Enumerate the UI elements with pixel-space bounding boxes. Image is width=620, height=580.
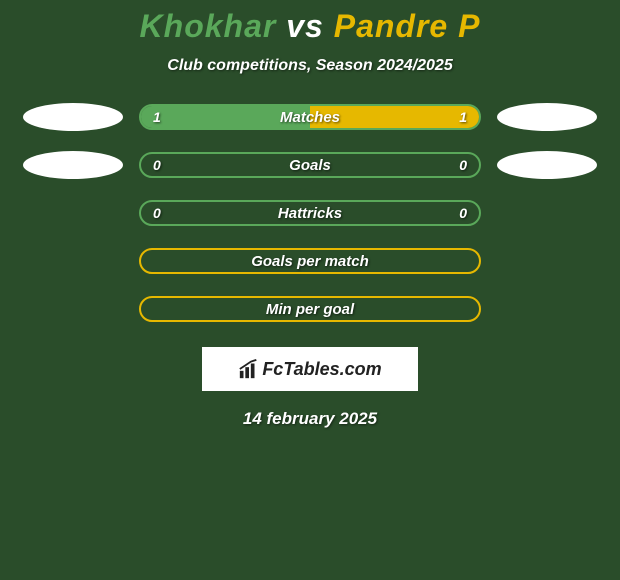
stat-value-right: 0 bbox=[459, 205, 467, 221]
player2-ellipse bbox=[497, 151, 597, 179]
stat-label: Hattricks bbox=[278, 205, 342, 222]
subtitle: Club competitions, Season 2024/2025 bbox=[167, 57, 452, 75]
player1-ellipse bbox=[23, 199, 123, 227]
stat-row: Min per goal bbox=[23, 295, 597, 323]
player2-ellipse bbox=[497, 295, 597, 323]
player2-name: Pandre P bbox=[334, 8, 481, 44]
date-text: 14 february 2025 bbox=[243, 409, 377, 429]
stat-label: Goals bbox=[289, 157, 331, 174]
player1-name: Khokhar bbox=[140, 8, 277, 44]
stat-row: Goals per match bbox=[23, 247, 597, 275]
stat-bar: Goals per match bbox=[139, 248, 481, 274]
stats-list: 1 Matches 1 0 Goals 0 0 Hattricks 0 Goals per mat… bbox=[23, 103, 597, 343]
logo-banner: FcTables.com bbox=[202, 347, 418, 391]
player1-ellipse bbox=[23, 247, 123, 275]
stat-bar: 1 Matches 1 bbox=[139, 104, 481, 130]
stat-bar: 0 Goals 0 bbox=[139, 152, 481, 178]
stat-row: 0 Hattricks 0 bbox=[23, 199, 597, 227]
stat-label: Goals per match bbox=[251, 253, 369, 270]
page-title: Khokhar vs Pandre P bbox=[140, 8, 481, 45]
comparison-card: Khokhar vs Pandre P Club competitions, S… bbox=[0, 0, 620, 429]
logo-text: FcTables.com bbox=[262, 359, 381, 380]
stat-label: Matches bbox=[280, 109, 340, 126]
stat-row: 0 Goals 0 bbox=[23, 151, 597, 179]
player2-ellipse bbox=[497, 247, 597, 275]
stat-row: 1 Matches 1 bbox=[23, 103, 597, 131]
stat-value-left: 0 bbox=[153, 205, 161, 221]
player2-ellipse bbox=[497, 199, 597, 227]
vs-text: vs bbox=[276, 8, 333, 44]
bars-icon bbox=[238, 358, 260, 380]
stat-bar: 0 Hattricks 0 bbox=[139, 200, 481, 226]
stat-value-left: 1 bbox=[153, 109, 161, 125]
player1-ellipse bbox=[23, 103, 123, 131]
stat-value-right: 0 bbox=[459, 157, 467, 173]
player1-ellipse bbox=[23, 295, 123, 323]
stat-value-right: 1 bbox=[459, 109, 467, 125]
player2-ellipse bbox=[497, 103, 597, 131]
stat-value-left: 0 bbox=[153, 157, 161, 173]
player1-ellipse bbox=[23, 151, 123, 179]
stat-label: Min per goal bbox=[266, 301, 354, 318]
stat-bar: Min per goal bbox=[139, 296, 481, 322]
